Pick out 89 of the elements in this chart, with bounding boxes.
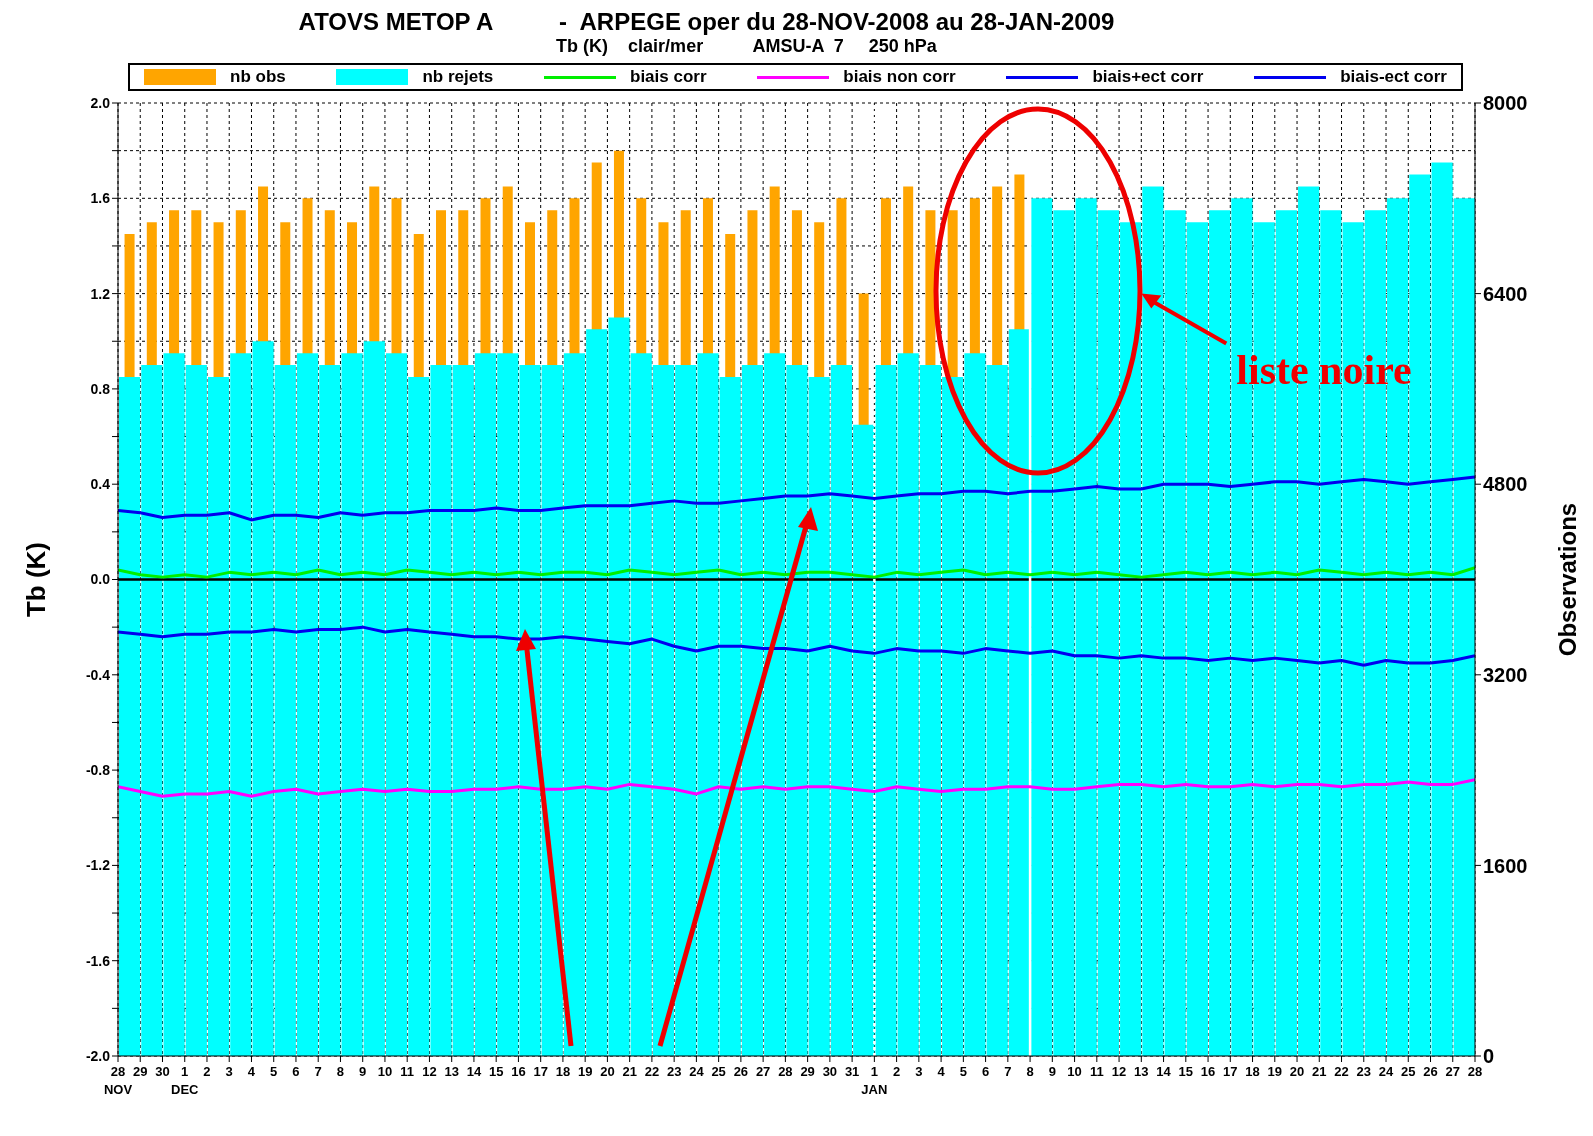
x-tick-label: 1 JAN [861, 1064, 888, 1097]
legend-label: nb obs [230, 67, 286, 87]
x-tick-label: 11 [400, 1064, 415, 1079]
chart-subtitle: Tb (K) clair/mer AMSU-A 7 250 hPa [555, 36, 938, 57]
x-tick-label: 26 [733, 1064, 749, 1079]
y-tick-label: 1.2 [90, 285, 111, 302]
x-tick-label: 28 [1467, 1064, 1483, 1079]
x-tick-label: 24 [689, 1064, 705, 1079]
x-tick-label: 17 [1223, 1064, 1238, 1079]
x-tick-label: 28 NOV [103, 1064, 133, 1097]
x-tick-label: 23 [1356, 1064, 1371, 1079]
x-tick-label: 19 [1267, 1064, 1283, 1079]
x-tick-label: 19 [577, 1064, 593, 1079]
y2-tick-label: 0 [1483, 1045, 1495, 1068]
x-tick-label: 12 [422, 1064, 437, 1079]
x-tick-label: 17 [533, 1064, 548, 1079]
x-tick-label: 21 [1312, 1064, 1327, 1079]
y-tick-label: -0.4 [85, 666, 111, 683]
y-tick-label: 0.8 [90, 380, 111, 397]
x-tick-label: 2 [892, 1064, 901, 1079]
chart-title: ATOVS METOP A - ARPEGE oper du 28-NOV-2008 au 28-JAN-2009 [297, 8, 1116, 36]
x-tick-label: 4 [247, 1064, 256, 1079]
y-tick-label: 0.0 [90, 571, 111, 588]
x-tick-label: 9 [359, 1064, 367, 1079]
legend-label: biais+ect corr [1092, 67, 1204, 87]
x-tick-label: 14 [1156, 1064, 1172, 1079]
x-tick-label: 4 [937, 1064, 946, 1079]
y2-tick-label: 8000 [1483, 92, 1528, 115]
x-tick-label: 29 [800, 1064, 815, 1079]
y-tick-label: -2.0 [85, 1047, 111, 1064]
x-tick-label: 7 [314, 1064, 322, 1079]
y2-axis-title: Observations [1553, 502, 1581, 657]
x-tick-label: 6 [292, 1064, 300, 1079]
x-tick-label: 15 [1178, 1064, 1194, 1079]
legend-label: biais-ect corr [1340, 67, 1447, 87]
y-tick-label: 2.0 [90, 94, 111, 111]
x-tick-label: 6 [981, 1064, 990, 1079]
x-tick-label: 10 [1067, 1064, 1082, 1079]
x-tick-label: 26 [1423, 1064, 1438, 1079]
x-tick-label: 27 [755, 1064, 771, 1079]
x-tick-label: 2 [203, 1064, 211, 1079]
legend-label: nb rejets [422, 67, 494, 87]
x-tick-label: 22 [1334, 1064, 1349, 1079]
x-tick-label: 21 [622, 1064, 637, 1079]
x-tick-label: 23 [666, 1064, 682, 1079]
y-axis-title: Tb (K) [21, 541, 52, 618]
y2-tick-label: 4800 [1483, 473, 1528, 496]
x-tick-label: 27 [1445, 1064, 1460, 1079]
x-tick-label: 16 [1200, 1064, 1216, 1079]
x-tick-label: 14 [466, 1064, 482, 1079]
x-tick-label: 7 [1004, 1064, 1012, 1079]
y-tick-label: -1.2 [85, 857, 111, 874]
y-tick-label: -1.6 [85, 952, 111, 969]
y2-tick-label: 3200 [1483, 663, 1528, 686]
x-tick-label: 13 [444, 1064, 459, 1079]
x-tick-label: 5 [270, 1064, 278, 1079]
x-tick-label: 12 [1111, 1064, 1127, 1079]
x-tick-label: 1 DEC [171, 1064, 200, 1097]
x-tick-label: 20 [600, 1064, 615, 1079]
x-tick-label: 8 [336, 1064, 345, 1079]
x-tick-label: 31 [844, 1064, 860, 1079]
x-tick-label: 29 [133, 1064, 148, 1079]
x-tick-label: 3 [915, 1064, 923, 1079]
x-tick-label: 5 [959, 1064, 967, 1079]
y-tick-label: 1.6 [90, 190, 111, 207]
x-tick-label: 18 [555, 1064, 571, 1079]
y2-tick-label: 1600 [1483, 854, 1528, 877]
y2-tick-label: 6400 [1483, 282, 1528, 305]
legend-label: biais corr [630, 67, 707, 87]
x-tick-label: 13 [1134, 1064, 1149, 1079]
x-tick-label: 18 [1245, 1064, 1260, 1079]
x-tick-label: 28 [778, 1064, 793, 1079]
y-tick-label: -0.8 [85, 762, 111, 779]
x-tick-label: 20 [1289, 1064, 1305, 1079]
x-tick-label: 3 [225, 1064, 233, 1079]
x-tick-label: 24 [1378, 1064, 1395, 1079]
legend-label: biais non corr [843, 67, 956, 87]
x-tick-label: 25 [1401, 1064, 1416, 1079]
x-tick-label: 22 [644, 1064, 660, 1079]
x-tick-label: 30 [822, 1064, 838, 1079]
x-tick-label: 16 [511, 1064, 526, 1079]
x-tick-label: 9 [1048, 1064, 1056, 1079]
x-tick-label: 25 [711, 1064, 726, 1079]
y-tick-label: 0.4 [90, 476, 111, 493]
x-tick-label: 11 [1089, 1064, 1104, 1079]
x-tick-label: 30 [155, 1064, 170, 1079]
x-tick-label: 15 [488, 1064, 504, 1079]
x-tick-label: 10 [377, 1064, 393, 1079]
x-tick-label: 8 [1026, 1064, 1034, 1079]
